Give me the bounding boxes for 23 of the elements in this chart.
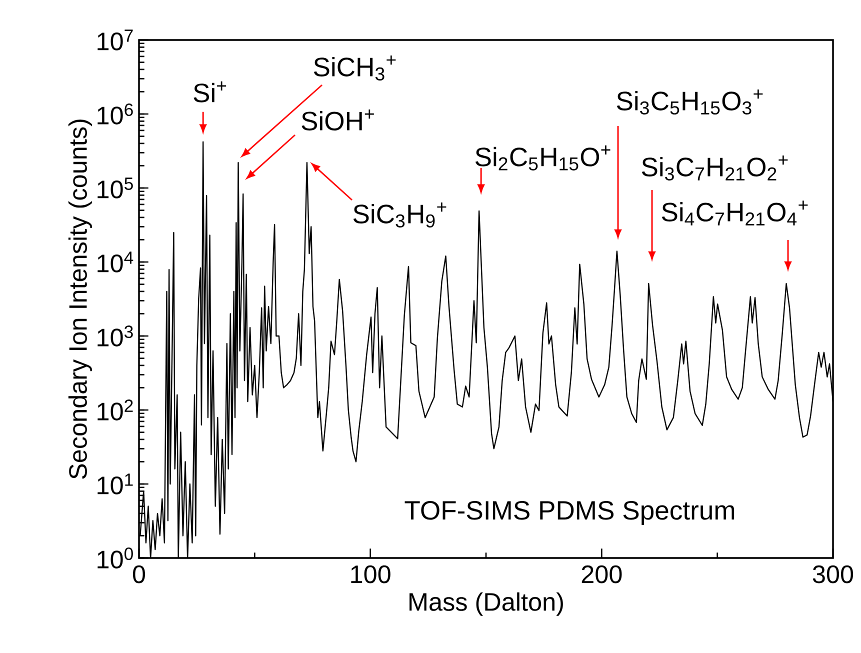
y-tick-label: 10$^{5}$ (98, 178, 133, 198)
x-tick-label: 100 (351, 565, 390, 584)
x-axis-title: Mass (Dalton) (410, 592, 563, 616)
y-tick-label: 10$^{3}$ (98, 326, 133, 346)
annotation: Si$_{2}$C$_{5}$H$_{15}$O$^{+}$ (476, 145, 610, 170)
annotation: Si$^{+}$ (194, 81, 226, 102)
x-tick-label: 200 (582, 565, 622, 584)
y-tick-label: 10$^{6}$ (98, 104, 133, 124)
y-tick-label: 10$^{4}$ (98, 252, 134, 272)
text: Si$_{3}$C$_{7}$H$_{21}$O$_{2}$+ (642, 155, 788, 181)
annotation: SiC$_{3}$H$_{9}$+ (353, 202, 446, 228)
annotation: SiCH$_{3}$+ (314, 55, 396, 81)
annotation: SiOH$^{+}$ (302, 110, 374, 130)
annotation: TOF-SIMS PDMS Spectrum (404, 500, 734, 526)
y-tick-label: 10$^{0}$ (98, 548, 133, 568)
y-tick-label: 10$^{1}$ (98, 474, 133, 494)
y-axis-title: Secondary Ion Intensity (counts) (68, 120, 92, 479)
x-tick-label: 0 (132, 565, 146, 584)
y-tick-label: 10$^{2}$ (98, 400, 133, 420)
text: Si$_{4}$C$_{7}$H$_{21}$O$_{4}$+ (662, 200, 808, 226)
x-tick-label: 300 (812, 565, 854, 584)
text: Si$_{3}$C$_{5}$H$_{15}$O$_{3}$+ (616, 89, 763, 115)
y-tick-label: 10$^{7}$ (98, 30, 133, 50)
